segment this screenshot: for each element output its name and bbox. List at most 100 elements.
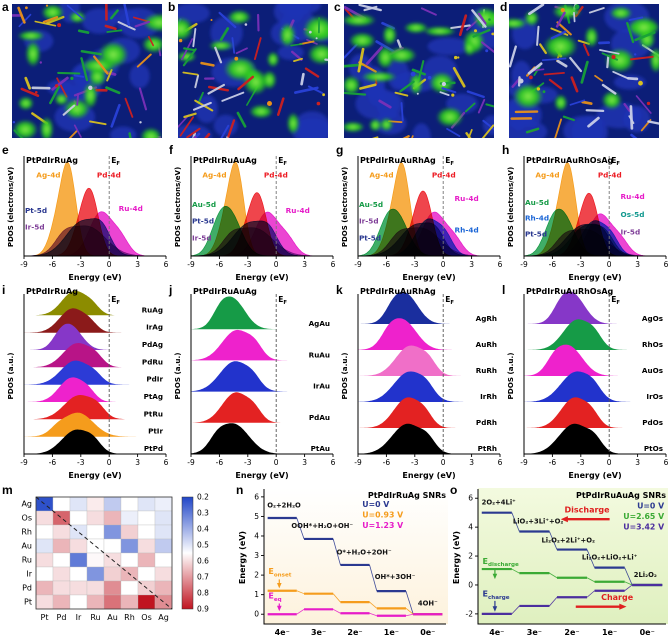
heatmap-cell xyxy=(86,496,105,512)
ridge-curve-RuAu xyxy=(191,329,333,361)
panel-title: PtPdIrRuAuAg SNRs xyxy=(576,491,666,500)
panel-label-c: c xyxy=(334,0,341,14)
ridge-curve-RuRh xyxy=(358,345,500,376)
series-label: Ag-4d xyxy=(535,171,559,180)
md-structure-render xyxy=(344,4,494,138)
x-tick-label: -3 xyxy=(244,458,252,467)
ridge-curve-RuAg xyxy=(24,290,166,316)
series-label: Ir-5d xyxy=(25,223,45,232)
ridge-label: PtAg xyxy=(144,392,163,401)
state-label: 4OH⁻ xyxy=(418,599,438,607)
x-tick-label: 0 xyxy=(274,458,279,467)
y-axis-label: PDOS (a.u.) xyxy=(340,352,349,399)
ridge-label: AgRh xyxy=(476,314,497,323)
x-tick-label: -6 xyxy=(383,260,391,269)
x-tick-label: -6 xyxy=(216,458,224,467)
heatmap-cell xyxy=(69,510,88,526)
colorbar-tick-label: 0.7 xyxy=(197,573,209,582)
x-tick-label: -3 xyxy=(244,260,252,269)
x-tick-label: 0e⁻ xyxy=(420,628,435,637)
x-tick-label: 1e⁻ xyxy=(384,628,399,637)
x-tick-label: -9 xyxy=(187,260,195,269)
heatmap-cell xyxy=(120,510,139,526)
panel-k-ridgeline-chart: -9 -6 -3 0 3 6 Energy (eV) PDOS (a.u.) EF PtPdIrR… xyxy=(340,285,504,481)
panel-label-i: i xyxy=(2,283,6,297)
fermi-level-label: EF xyxy=(445,156,454,167)
x-tick-label: 3e⁻ xyxy=(527,628,542,637)
panel-d-md-snapshot xyxy=(509,4,659,138)
ridge-curve-PtRh xyxy=(358,423,500,454)
x-tick-label: 0 xyxy=(274,260,279,269)
x-tick-label: 6 xyxy=(498,458,503,467)
panel-label-g: g xyxy=(336,143,344,157)
heatmap-cell xyxy=(35,552,54,568)
x-tick-label: -9 xyxy=(520,458,528,467)
heatmap-cell xyxy=(69,594,88,610)
y-axis-label: PDOS (a.u.) xyxy=(506,352,515,399)
panel-title: PtPdIrRuAuAg xyxy=(193,156,257,165)
ridge-label: IrAg xyxy=(146,323,163,332)
heatmap-cell xyxy=(154,510,173,526)
ridge-label: RuAg xyxy=(142,305,163,314)
heatmap-row-label: Pt xyxy=(24,598,32,607)
panel-label-n: n xyxy=(236,483,244,497)
x-tick-label: 1e⁻ xyxy=(602,628,617,637)
y-axis-label: Energy (eV) xyxy=(452,531,461,584)
panel-title: PtPdIrRuAg xyxy=(26,287,78,296)
heatmap-cell xyxy=(35,510,54,526)
heatmap-cell xyxy=(35,566,54,582)
y-axis-label: Energy (eV) xyxy=(238,531,247,584)
panel-title: PtPdIrRuAuRhOsAg xyxy=(526,287,614,296)
x-tick-label: -9 xyxy=(354,260,362,269)
x-tick-label: 6 xyxy=(331,260,336,269)
panel-label-k: k xyxy=(336,283,343,297)
series-label: Pd-4d xyxy=(598,171,622,180)
panel-title: PtPdIrRuAuRhAg xyxy=(360,156,436,165)
x-tick-label: 6 xyxy=(664,260,669,269)
series-label: Pt-5d xyxy=(25,206,47,215)
legend-entry: U=0.93 V xyxy=(362,510,403,519)
x-tick-label: -3 xyxy=(77,458,85,467)
ridge-label: PdRh xyxy=(476,418,497,427)
heatmap-cell xyxy=(35,594,54,610)
y-tick-label: 4 xyxy=(468,523,473,532)
heatmap-col-label: Ir xyxy=(76,613,82,622)
heatmap-col-label: Pt xyxy=(41,613,49,622)
panel-h-pdos-chart: -9 -6 -3 0 3 6 Energy (eV) PDOS (electrons/eV) E… xyxy=(506,146,670,283)
series-label: Au-5d xyxy=(359,200,383,209)
heatmap-cell xyxy=(86,524,105,540)
x-axis-label: Energy (eV) xyxy=(235,471,288,480)
ridge-label: IrOs xyxy=(646,392,663,401)
ridge-label: PtRu xyxy=(144,409,163,418)
colorbar-tick-label: 0.9 xyxy=(197,605,209,614)
ridge-label: PtPd xyxy=(144,444,163,453)
ridge-curve-AuRh xyxy=(358,318,500,350)
heatmap-cell xyxy=(154,524,173,540)
colorbar-tick-label: 0.3 xyxy=(197,509,209,518)
fermi-level-label: EF xyxy=(111,295,120,306)
heatmap-cell xyxy=(52,510,71,526)
ridge-label: PdOs xyxy=(642,418,663,427)
x-tick-label: 4e⁻ xyxy=(275,628,290,637)
series-label: Pt-5d xyxy=(359,233,381,242)
x-tick-label: -9 xyxy=(20,458,28,467)
panel-label-b: b xyxy=(168,0,176,14)
heatmap-row-label: Au xyxy=(21,542,32,551)
fermi-level-label: EF xyxy=(111,156,120,167)
ridge-label: PtOs xyxy=(644,444,663,453)
x-axis-label: Energy (eV) xyxy=(402,273,455,282)
heatmap-cell xyxy=(120,594,139,610)
y-tick-label: 6 xyxy=(468,494,473,503)
panel-title: PtPdIrRuAg xyxy=(26,156,78,165)
heatmap-row-label: Ru xyxy=(22,556,32,565)
state-label: 2Li₂O₂ xyxy=(634,571,657,579)
heatmap-cell xyxy=(137,566,156,582)
heatmap-cell xyxy=(52,552,71,568)
series-label: Ir-5d xyxy=(359,217,379,226)
x-tick-label: 0 xyxy=(441,260,446,269)
ridge-curve-IrAg xyxy=(24,308,166,333)
ridge-curve-PtAg xyxy=(24,377,166,402)
x-tick-label: -3 xyxy=(577,458,585,467)
heatmap-cell xyxy=(103,496,122,512)
